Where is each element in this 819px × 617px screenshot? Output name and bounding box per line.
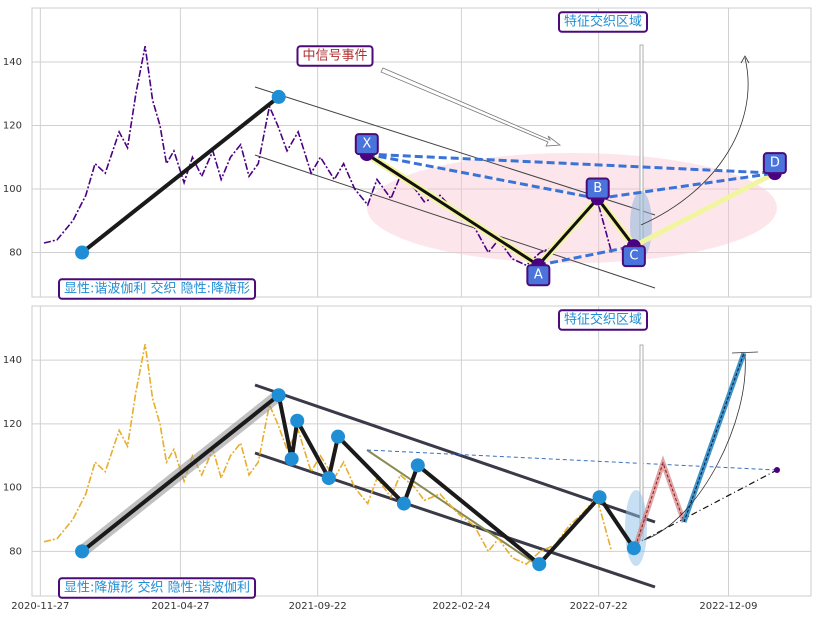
annotation-box [58, 577, 257, 599]
point-label: X [362, 137, 371, 152]
projection-zigzag [633, 461, 685, 552]
pivot-point [290, 413, 305, 428]
x-tick-label: 2022-02-24 [432, 601, 490, 612]
y-tick-label: 140 [3, 57, 22, 68]
y-tick-label: 100 [3, 483, 22, 494]
point-label: C [629, 249, 638, 264]
pivot-point [284, 451, 299, 466]
pivot-point [75, 245, 90, 260]
annotation-text: 特征交织区域 [564, 312, 642, 328]
plot-area [31, 7, 812, 298]
panel: 80 100 120 140 [3, 7, 812, 298]
pattern-glow [632, 170, 776, 249]
annotation-box [557, 11, 649, 33]
x-tick-label: 2022-07-22 [570, 601, 628, 612]
channel-line [254, 154, 656, 289]
target-bar [731, 351, 759, 354]
point-label: D [770, 156, 780, 171]
curve-arrow [643, 354, 746, 541]
annotation-text: 特征交织区域 [564, 14, 642, 30]
annotation-text: 显性:谐波伽利 交织 隐性:降旗形 [64, 281, 250, 297]
channel-line [254, 451, 656, 589]
pivot-point [271, 388, 286, 403]
y-tick-label: 120 [3, 419, 22, 430]
pivot-point [592, 490, 607, 505]
price-line [43, 344, 613, 566]
curve-arrow [640, 57, 749, 226]
point-box [585, 177, 610, 200]
y-tick-label: 120 [3, 121, 22, 132]
annotation-box [58, 278, 257, 300]
channel-line [254, 383, 656, 524]
pivot-point [410, 458, 425, 473]
point-box [526, 264, 551, 287]
pattern-ratio [538, 244, 635, 267]
pattern-ratio [597, 171, 776, 201]
pattern-leg [537, 197, 599, 267]
pivot-point [75, 544, 90, 559]
pivot-point [321, 471, 336, 486]
pivot-point [532, 557, 547, 572]
pivot-point [626, 541, 641, 556]
pivot-point [331, 429, 346, 444]
x-tick-label: 2021-09-22 [289, 601, 347, 612]
pivot-point [396, 496, 411, 511]
projection-line [366, 449, 778, 471]
panel: 80 100 120 140 2020-11-27 2021-04-27 2021-09-2… [3, 305, 812, 612]
annotation: 显性:谐波伽利 交织 隐性:降旗形 [58, 278, 257, 300]
y-tick-label: 80 [9, 546, 22, 557]
pattern-leg [365, 152, 540, 267]
pivot-point [271, 89, 286, 104]
annotation-box [557, 309, 649, 331]
point-box [621, 245, 646, 268]
annotation: 显性:降旗形 交织 隐性:谐波伽利 [58, 577, 257, 599]
zone-ellipse [367, 153, 777, 263]
annotation-text: 显性:降旗形 交织 隐性:谐波伽利 [64, 580, 250, 596]
x-tick-label: 2022-12-09 [699, 601, 757, 612]
event-arrow [380, 67, 562, 147]
annotation: 特征交织区域 [557, 11, 649, 33]
point-box [762, 152, 787, 175]
annotation-text: 中信号事件 [302, 49, 367, 64]
pivot-line [80, 95, 280, 255]
x-tick-label: 2021-04-27 [151, 601, 209, 612]
annotation: 中信号事件 [296, 45, 374, 67]
point-label: A [534, 268, 543, 283]
decorations [254, 44, 777, 289]
projection-up [681, 352, 747, 523]
pattern-leg [596, 197, 636, 248]
y-tick-label: 140 [3, 355, 22, 366]
point-label: B [593, 181, 602, 196]
y-tick-label: 100 [3, 184, 22, 195]
y-tick-label: 80 [9, 248, 22, 259]
target-dot [774, 467, 780, 473]
point-box [354, 133, 379, 156]
plot-area [31, 305, 812, 597]
pattern-ratio [366, 152, 598, 201]
price-line [43, 45, 613, 267]
arrow-head [740, 55, 750, 64]
projection-line [633, 469, 778, 546]
pattern-ratio [366, 152, 775, 175]
x-tick-label: 2020-11-27 [11, 601, 69, 612]
annotation-box [296, 45, 374, 67]
annotation: 特征交织区域 [557, 309, 649, 331]
